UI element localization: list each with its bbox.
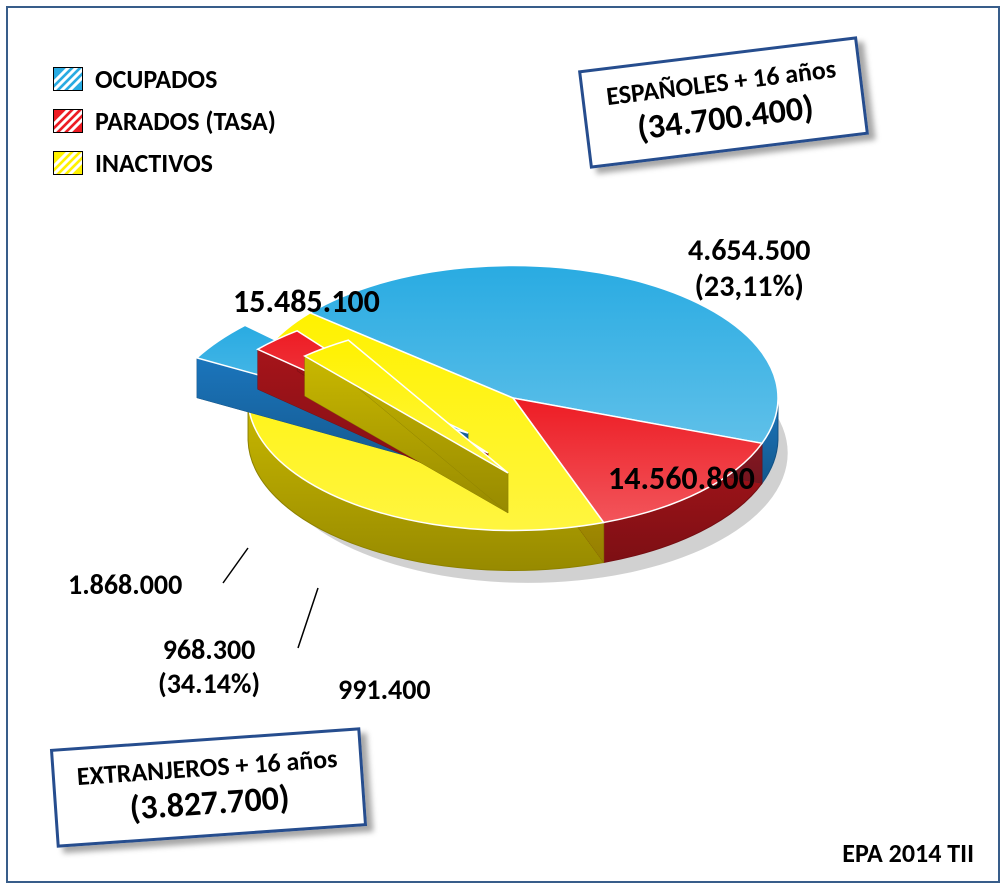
source-label: EPA 2014 TII [842, 837, 974, 869]
label-parados-main: 4.654.500 (23,11%) [688, 233, 810, 305]
label-ocupados-main: 15.485.100 [233, 283, 380, 321]
label-text: 968.300 [163, 632, 256, 667]
label-pct: (23,11%) [695, 268, 804, 305]
label-pct: (34.14%) [158, 666, 260, 701]
label-parados-wedge: 968.300 (34.14%) [158, 633, 260, 700]
label-text: 4.654.500 [688, 232, 810, 269]
label-inactivos-main: 14.560.800 [608, 460, 755, 498]
label-inactivos-wedge: 991.400 [338, 673, 431, 707]
label-ocupados-wedge: 1.868.000 [68, 568, 182, 602]
chart-frame: OCUPADOS PARADOS (TASA) INACTIVOS 15.485… [6, 6, 1000, 883]
